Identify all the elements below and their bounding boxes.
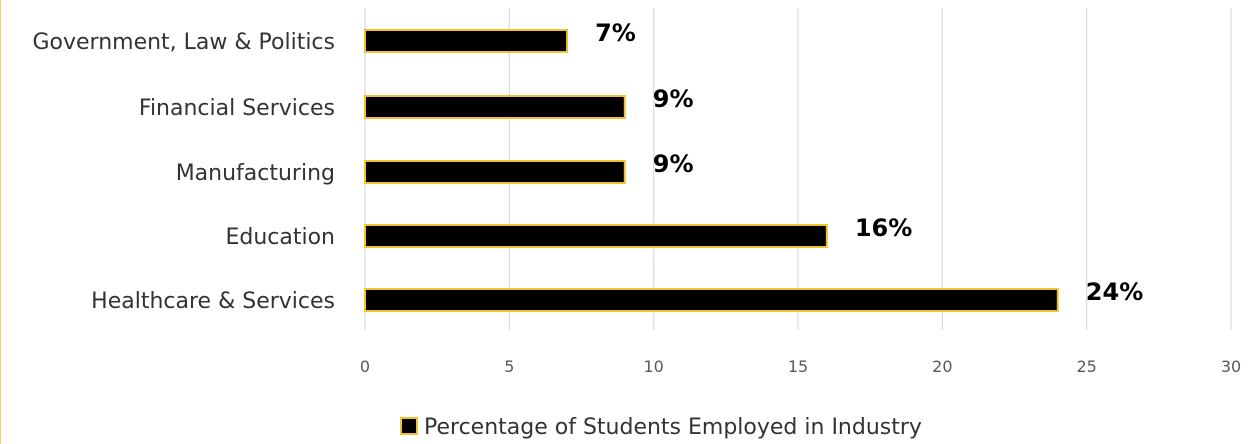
- x-tick-label-0: 0: [360, 357, 370, 376]
- bar-2: [364, 160, 626, 184]
- data-label-3: 9%: [653, 85, 694, 113]
- x-tick-label-15: 15: [788, 357, 808, 376]
- gridlines: [364, 8, 1232, 330]
- bar-4: [364, 29, 569, 53]
- bar-1: [364, 224, 828, 248]
- x-tick-label-25: 25: [1076, 357, 1096, 376]
- data-labels: 24% 16% 9% 9% 7%: [595, 19, 1143, 306]
- x-tick-labels: 0 5 10 15 20 25 30: [360, 357, 1241, 376]
- data-label-2: 9%: [653, 150, 694, 178]
- x-tick-label-10: 10: [643, 357, 663, 376]
- legend: Percentage of Students Employed in Indus…: [400, 415, 922, 440]
- x-tick-label-20: 20: [932, 357, 952, 376]
- legend-swatch: [400, 417, 418, 435]
- legend-label: Percentage of Students Employed in Indus…: [424, 415, 922, 440]
- data-label-4: 7%: [595, 19, 636, 47]
- category-label-4: Government, Law & Politics: [32, 30, 335, 55]
- category-labels: Healthcare & Services Education Manufactur…: [32, 30, 335, 314]
- bar-3: [364, 95, 626, 119]
- category-label-2: Manufacturing: [176, 161, 335, 186]
- bars: [364, 29, 1059, 312]
- bar-0: [364, 288, 1059, 312]
- x-tick-label-30: 30: [1221, 357, 1241, 376]
- category-label-0: Healthcare & Services: [91, 289, 335, 314]
- category-label-3: Financial Services: [139, 96, 335, 121]
- category-label-1: Education: [225, 225, 335, 250]
- x-tick-label-5: 5: [504, 357, 514, 376]
- data-label-1: 16%: [855, 214, 912, 242]
- data-label-0: 24%: [1086, 278, 1143, 306]
